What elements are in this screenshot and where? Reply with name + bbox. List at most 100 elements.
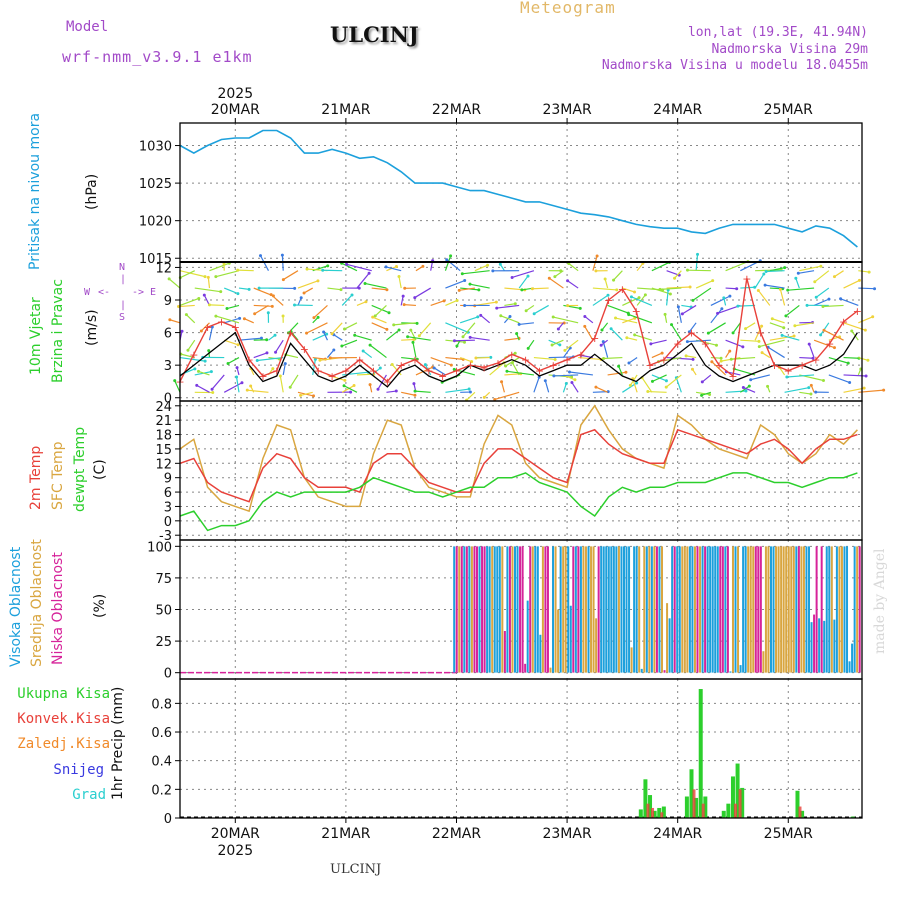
wind-vector-head	[452, 339, 456, 343]
wind-vector	[761, 352, 771, 359]
wind-vector-head	[342, 384, 346, 388]
wind-vector-head	[281, 314, 285, 318]
wind-vector	[303, 287, 314, 294]
wind-vector-head	[468, 390, 472, 394]
wind-vector	[223, 382, 243, 393]
wind-vector-head	[728, 349, 732, 353]
wind-vector	[297, 280, 319, 289]
x-label-top: 20MAR	[211, 102, 260, 118]
wind-vector-head	[495, 306, 499, 310]
wind-vector-head	[848, 381, 852, 385]
wind-vector	[209, 262, 230, 272]
wind-vector-head	[240, 381, 244, 385]
wind-vector	[732, 322, 741, 334]
wind-vector	[602, 341, 609, 358]
wind-vector-head	[236, 292, 240, 296]
gust-marker: +	[659, 354, 668, 367]
wind-vector-head	[390, 363, 394, 367]
wind-vector-head	[413, 389, 417, 393]
wind-vector	[631, 296, 653, 306]
wind-vector	[215, 315, 240, 324]
wind-vector-head	[615, 288, 619, 292]
wind-vector-head	[736, 304, 740, 308]
wind-vector	[371, 322, 388, 330]
wind-vector	[500, 381, 505, 393]
wind-vector	[781, 334, 800, 341]
wind-vector	[798, 270, 815, 274]
wind-vector-head	[685, 340, 689, 344]
wind-vector-head	[184, 313, 188, 317]
wind-vector	[247, 389, 269, 393]
wind-vector-head	[794, 276, 798, 280]
wind-vector	[725, 261, 749, 272]
wind-vector-head	[343, 327, 347, 331]
wind-vector-head	[633, 333, 637, 337]
wind-vector	[688, 322, 697, 333]
wind-vector-head	[720, 307, 724, 311]
gust-marker: +	[397, 359, 406, 372]
wind-vector	[808, 343, 815, 358]
wind-vector	[342, 371, 369, 376]
wind-vector	[843, 387, 865, 393]
y-tick-label: 0	[164, 812, 172, 827]
wind-vector-head	[368, 383, 372, 387]
wind-vector-head	[786, 288, 790, 292]
wind-vector-head	[684, 354, 688, 358]
wind-vector-head	[253, 312, 257, 316]
wind-vector-head	[305, 267, 309, 271]
wind-vector	[505, 357, 520, 367]
wind-vector	[401, 391, 416, 396]
wind-vector	[253, 352, 268, 359]
precip-total-bar	[689, 769, 694, 818]
wind-vector	[618, 365, 623, 376]
wind-vector-head	[210, 387, 214, 391]
wind-vector-head	[821, 379, 825, 383]
wind-vector	[858, 316, 873, 324]
wind-vector	[462, 322, 476, 338]
precip-total-bar	[652, 810, 657, 818]
wind-vector-head	[728, 294, 732, 298]
wind-vector	[765, 284, 785, 289]
wind-vector-head	[550, 343, 554, 347]
wind-vector-head	[796, 271, 800, 275]
wind-vector	[551, 339, 564, 346]
gust-marker: +	[410, 354, 419, 367]
wind-vector	[445, 388, 470, 393]
wind-vector	[445, 322, 469, 333]
wind-vector	[237, 269, 254, 272]
wind-vector	[759, 339, 785, 348]
wind-vector	[601, 322, 609, 331]
wind-vector	[603, 356, 623, 360]
wind-vector-head	[670, 323, 674, 327]
wind-vector	[208, 326, 213, 341]
gust-marker: +	[521, 354, 530, 367]
footer-station: ULCINJ	[330, 862, 382, 877]
wind-vector	[666, 289, 669, 306]
wind-vector-head	[714, 343, 718, 347]
wind-vector-head	[340, 344, 344, 348]
wind-vector-head	[882, 388, 886, 392]
wind-vector	[459, 316, 478, 324]
wind-vector-head	[259, 336, 263, 340]
wind-vector-head	[206, 275, 210, 279]
wind-vector-head	[186, 348, 190, 352]
compass-west: W	[84, 287, 91, 298]
wind-vector	[828, 356, 849, 364]
wind-vector	[430, 300, 445, 307]
wind-vector-head	[741, 385, 745, 389]
wind-vector	[745, 322, 756, 330]
y-tick-label: 6	[164, 327, 172, 342]
wind-vector	[180, 270, 196, 279]
wind-vector-head	[807, 386, 811, 390]
wind-vector-head	[566, 279, 570, 283]
y-tick-label: 0	[164, 515, 172, 530]
wind-vector-head	[749, 378, 753, 382]
wind-vector	[636, 294, 646, 306]
wind-vector-head	[455, 298, 459, 302]
wind-vector	[333, 334, 343, 341]
wind-vector-head	[461, 335, 465, 339]
wind-vector-head	[570, 381, 574, 385]
wind-vector	[628, 314, 653, 324]
wind-vector-head	[700, 380, 704, 384]
wind-vector	[828, 374, 850, 384]
